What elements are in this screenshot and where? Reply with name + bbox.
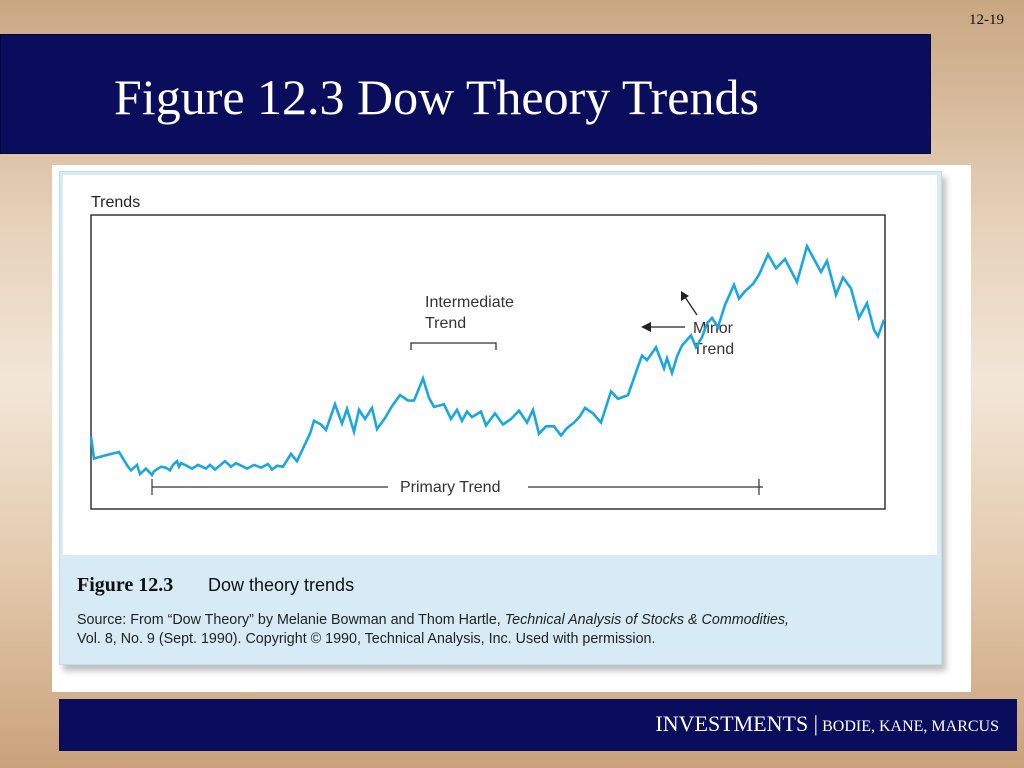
- primary-trend-label: Primary Trend: [400, 479, 500, 496]
- footer-bar: INVESTMENTS | BODIE, KANE, MARCUS: [59, 699, 1017, 751]
- chart-title: Trends: [91, 194, 140, 211]
- chart-plot-frame: [90, 214, 886, 510]
- intermediate-bracket: [410, 342, 497, 350]
- source-prefix: Source: From “Dow Theory” by Melanie Bow…: [77, 612, 505, 628]
- intermediate-label-line1: Intermediate: [425, 294, 514, 311]
- footer-title: INVESTMENTS |: [655, 711, 819, 736]
- source-italic: Technical Analysis of Stocks & Commoditi…: [504, 612, 789, 628]
- title-bar: [0, 34, 931, 154]
- minor-arrow-up-head: [681, 291, 689, 301]
- chart-area: Trends Intermediate Trend Minor Trend Pr…: [63, 175, 937, 555]
- trend-series-line: [89, 242, 886, 478]
- slide-number: 12-19: [969, 12, 1004, 28]
- figure-source-text: Source: From “Dow Theory” by Melanie Bow…: [77, 611, 937, 649]
- footer-authors: BODIE, KANE, MARCUS: [822, 718, 999, 735]
- footer-text: INVESTMENTS | BODIE, KANE, MARCUS: [655, 711, 999, 737]
- trend-chart: Trends Intermediate Trend Minor Trend Pr…: [89, 194, 886, 510]
- figure-caption-subtitle: Dow theory trends: [208, 575, 355, 595]
- source-suffix: Vol. 8, No. 9 (Sept. 1990). Copyright © …: [77, 631, 656, 647]
- minor-arrow-up-line: [684, 296, 698, 316]
- minor-label-line2: Trend: [693, 341, 734, 358]
- intermediate-label-line2: Trend: [425, 315, 466, 332]
- slide-title: Figure 12.3 Dow Theory Trends: [114, 69, 759, 125]
- series-group: [89, 242, 886, 478]
- minor-arrow-left-head: [641, 322, 651, 332]
- figure-caption-title: Figure 12.3: [77, 574, 174, 596]
- minor-label-line1: Minor: [693, 320, 734, 337]
